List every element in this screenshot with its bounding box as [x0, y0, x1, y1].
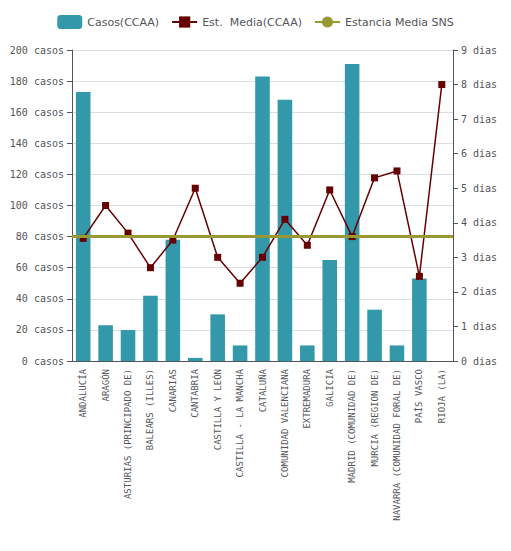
svg-text:200 casos: 200 casos [10, 45, 64, 56]
svg-text:9 dias: 9 dias [461, 45, 497, 56]
svg-text:60 casos: 60 casos [16, 262, 64, 273]
svg-text:0 dias: 0 dias [461, 356, 497, 367]
svg-text:PAÍS VASCO: PAÍS VASCO [413, 369, 424, 423]
svg-text:ASTURIAS (PRINCIPADO DE): ASTURIAS (PRINCIPADO DE) [123, 369, 133, 499]
svg-text:140 casos: 140 casos [10, 138, 64, 149]
svg-text:3 dias: 3 dias [461, 252, 497, 263]
svg-text:120 casos: 120 casos [10, 169, 64, 180]
svg-text:EXTREMADURA: EXTREMADURA [302, 368, 312, 428]
svg-text:20 casos: 20 casos [16, 324, 64, 335]
svg-text:GALICIA: GALICIA [325, 368, 335, 407]
svg-text:100 casos: 100 casos [10, 200, 64, 211]
svg-text:CASTILLA - LA MANCHA: CASTILLA - LA MANCHA [235, 368, 245, 477]
svg-text:RIOJA (LA): RIOJA (LA) [437, 369, 447, 423]
svg-text:Casos(CCAA): Casos(CCAA) [87, 16, 159, 29]
svg-text:Estancia Media SNS: Estancia Media SNS [345, 16, 454, 29]
svg-text:CASTILLA Y LEÓN: CASTILLA Y LEÓN [212, 369, 223, 450]
svg-text:Est. Media(CCAA): Est. Media(CCAA) [202, 16, 302, 29]
svg-text:CANARIAS: CANARIAS [168, 369, 178, 412]
svg-text:4 dias: 4 dias [461, 217, 497, 228]
svg-text:ARAGÓN: ARAGÓN [100, 369, 111, 402]
svg-text:CANTABRIA: CANTABRIA [190, 368, 200, 417]
svg-text:40 casos: 40 casos [16, 293, 64, 304]
svg-text:5 dias: 5 dias [461, 183, 497, 194]
svg-text:2 dias: 2 dias [461, 286, 497, 297]
svg-text:BALEARS (ILLES): BALEARS (ILLES) [145, 369, 155, 450]
svg-text:NAVARRA (COMUNIDAD FORAL DE): NAVARRA (COMUNIDAD FORAL DE) [392, 369, 402, 521]
svg-text:MADRID (COMUNIDAD DE): MADRID (COMUNIDAD DE) [347, 369, 357, 483]
svg-text:COMUNIDAD VALENCIANA: COMUNIDAD VALENCIANA [280, 368, 290, 477]
svg-text:ANDALUCÍA: ANDALUCÍA [77, 368, 88, 417]
svg-text:8 dias: 8 dias [461, 79, 497, 90]
svg-text:6 dias: 6 dias [461, 148, 497, 159]
svg-text:0 casos: 0 casos [22, 356, 64, 367]
svg-text:MURCIA (REGION DE): MURCIA (REGION DE) [370, 369, 380, 467]
svg-text:CATALUÑA: CATALUÑA [258, 368, 268, 412]
svg-text:180 casos: 180 casos [10, 76, 64, 87]
svg-text:80 casos: 80 casos [16, 231, 64, 242]
svg-text:1 dias: 1 dias [461, 321, 497, 332]
svg-text:160 casos: 160 casos [10, 107, 64, 118]
svg-text:7 dias: 7 dias [461, 114, 497, 125]
